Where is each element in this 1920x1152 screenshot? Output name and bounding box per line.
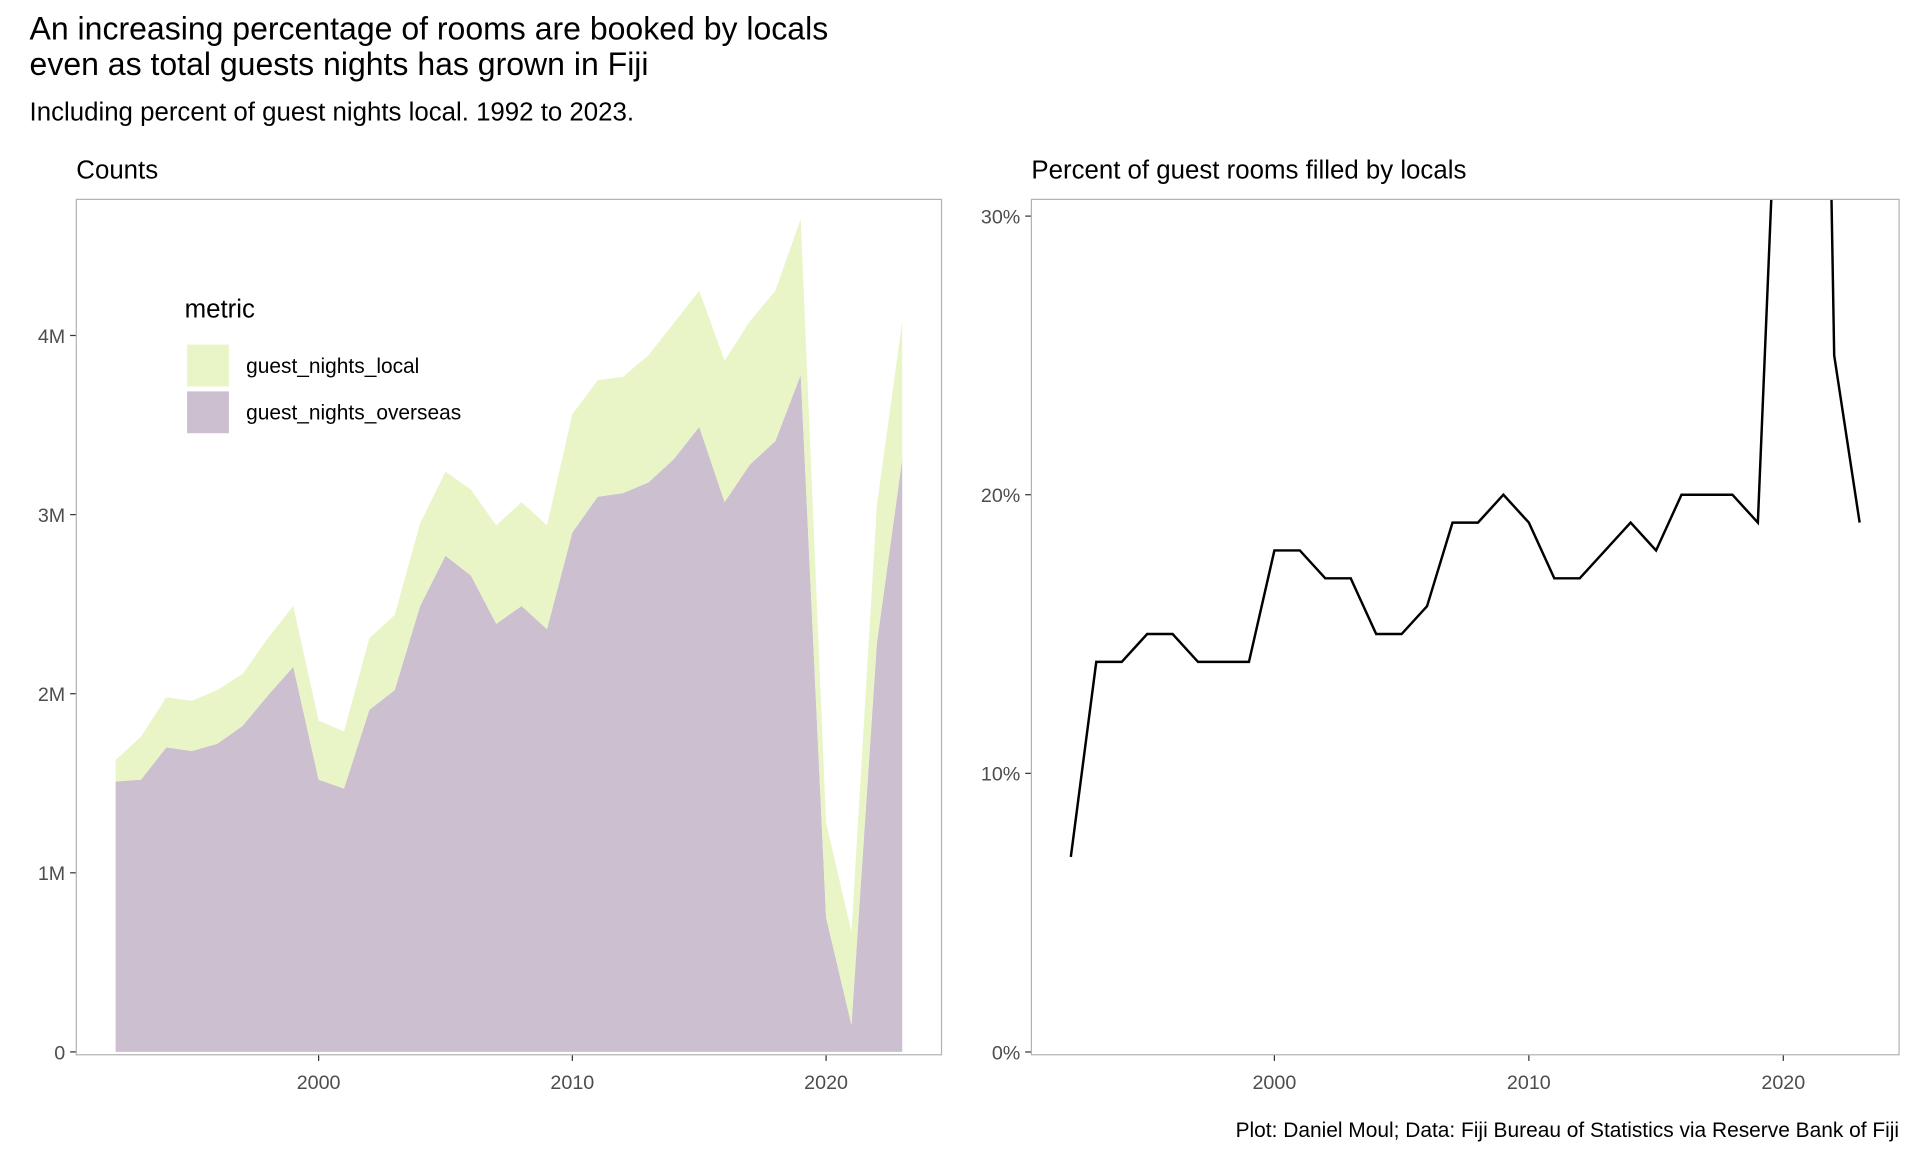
y-tick-label: 10%: [981, 764, 1020, 786]
x-tick-label: 2010: [1507, 1072, 1551, 1094]
legend-label: guest_nights_local: [246, 355, 419, 378]
legend-label: guest_nights_overseas: [246, 402, 461, 425]
subtitle: Including percent of guest nights local.…: [30, 99, 635, 127]
legend-title: metric: [185, 296, 255, 324]
y-tick-label: 4M: [38, 326, 65, 348]
y-tick-label: 1M: [38, 863, 65, 885]
legend-key: [187, 344, 229, 387]
y-tick-label: 0: [54, 1042, 65, 1064]
area: [115, 219, 903, 1026]
y-tick-label: 0%: [992, 1042, 1020, 1064]
panel-title: Counts: [76, 156, 158, 184]
area: [115, 374, 903, 1052]
panel-border: [1030, 198, 1900, 1056]
x-tick-label: 2000: [1252, 1072, 1296, 1094]
x-tick-label: 2020: [1761, 1072, 1805, 1094]
caption: Plot: Daniel Moul; Data: Fiji Bureau of …: [1236, 1119, 1899, 1142]
y-tick-label: 3M: [38, 505, 65, 527]
panel-title: Percent of guest rooms filled by locals: [1031, 156, 1466, 184]
x-tick-label: 2010: [550, 1072, 594, 1094]
y-tick-label: 20%: [981, 485, 1020, 507]
legend-key: [187, 391, 229, 434]
y-tick-label: 2M: [38, 684, 65, 706]
panel-border: [75, 198, 943, 1056]
x-tick-label: 2020: [804, 1072, 848, 1094]
title-line: An increasing percentage of rooms are bo…: [30, 10, 829, 46]
y-tick-label: 30%: [981, 206, 1020, 228]
plot-clip: [1069, 199, 1861, 858]
x-tick-label: 2000: [297, 1072, 341, 1094]
title-line: even as total guests nights has grown in…: [30, 46, 649, 82]
line: [1069, 199, 1861, 858]
